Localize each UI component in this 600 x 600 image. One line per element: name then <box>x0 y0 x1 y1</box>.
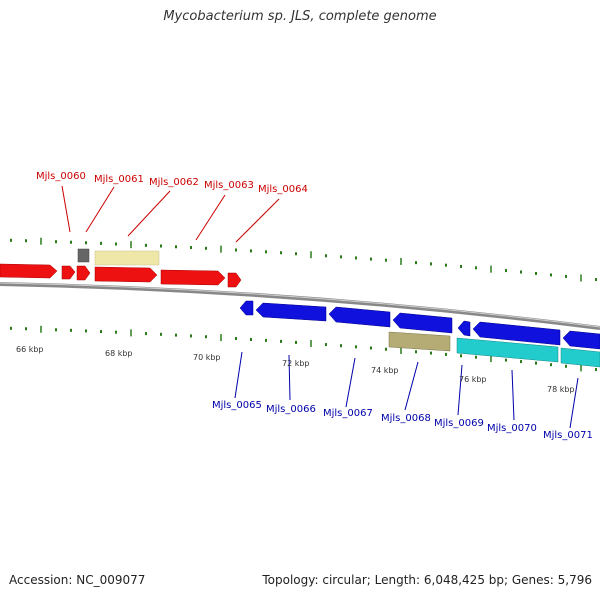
scale-label-68kbp: 68 kbp <box>105 349 133 358</box>
gene-mjls-0060[interactable] <box>77 248 90 263</box>
scale-label-66kbp: 66 kbp <box>16 345 44 354</box>
forward-leaders <box>61 185 280 243</box>
genome-stats-text: Topology: circular; Length: 6,048,425 bp… <box>262 573 592 587</box>
genome-backbone-highlight <box>0 282 600 328</box>
label-mjls-0066[interactable]: Mjls_0066 <box>266 404 316 415</box>
gene-mjls-0065[interactable] <box>239 300 254 316</box>
label-mjls-0064[interactable]: Mjls_0064 <box>258 184 308 195</box>
gene-mjls-0061[interactable] <box>94 250 160 266</box>
label-mjls-0065[interactable]: Mjls_0065 <box>212 400 262 411</box>
gene-cyan-a[interactable] <box>456 337 559 363</box>
gene-mjls-0064[interactable] <box>76 265 91 281</box>
label-mjls-0069[interactable]: Mjls_0069 <box>434 418 484 429</box>
forward-gene-labels: Mjls_0060 Mjls_0061 Mjls_0062 Mjls_0063 … <box>36 171 308 195</box>
genome-backbone <box>0 282 600 330</box>
scale-labels: 66 kbp 68 kbp 70 kbp 72 kbp 74 kbp 76 kb… <box>16 345 575 394</box>
scale-label-74kbp: 74 kbp <box>371 366 399 375</box>
label-mjls-0060[interactable]: Mjls_0060 <box>36 171 86 182</box>
label-mjls-0062[interactable]: Mjls_0062 <box>149 177 199 188</box>
gene-mjls-0067[interactable] <box>328 306 391 328</box>
label-mjls-0068[interactable]: Mjls_0068 <box>381 413 431 424</box>
ticks-lower <box>10 325 597 372</box>
reverse-gene-labels: Mjls_0065 Mjls_0066 Mjls_0067 Mjls_0068 … <box>212 400 593 441</box>
gene-cyan-b[interactable] <box>560 347 600 368</box>
scale-label-72kbp: 72 kbp <box>282 359 310 368</box>
gene-forward-c[interactable] <box>227 272 242 288</box>
reverse-genes <box>239 300 600 368</box>
gene-mjls-0063[interactable] <box>61 265 76 280</box>
gene-mjls-0062[interactable] <box>0 263 58 279</box>
label-mjls-0070[interactable]: Mjls_0070 <box>487 423 537 434</box>
accession-text: Accession: NC_009077 <box>9 573 146 587</box>
scale-label-70kbp: 70 kbp <box>193 353 221 362</box>
scale-label-78kbp: 78 kbp <box>547 385 575 394</box>
gene-forward-a[interactable] <box>94 266 158 283</box>
gene-mjls-0070[interactable] <box>472 321 561 346</box>
gene-forward-b[interactable] <box>160 269 226 286</box>
gene-mjls-0068[interactable] <box>392 312 453 334</box>
forward-genes <box>0 248 242 288</box>
ticks-upper <box>10 237 597 282</box>
map-title: Mycobacterium sp. JLS, complete genome <box>163 9 437 24</box>
gene-mjls-0071[interactable] <box>562 330 600 350</box>
gene-mjls-0066[interactable] <box>255 302 327 322</box>
label-mjls-0071[interactable]: Mjls_0071 <box>543 430 593 441</box>
scale-label-76kbp: 76 kbp <box>459 375 487 384</box>
label-mjls-0061[interactable]: Mjls_0061 <box>94 174 144 185</box>
label-mjls-0063[interactable]: Mjls_0063 <box>204 180 254 191</box>
gene-khaki[interactable] <box>388 331 451 352</box>
label-mjls-0067[interactable]: Mjls_0067 <box>323 408 373 419</box>
reverse-leaders <box>234 351 579 429</box>
gene-mjls-0069[interactable] <box>457 320 471 337</box>
